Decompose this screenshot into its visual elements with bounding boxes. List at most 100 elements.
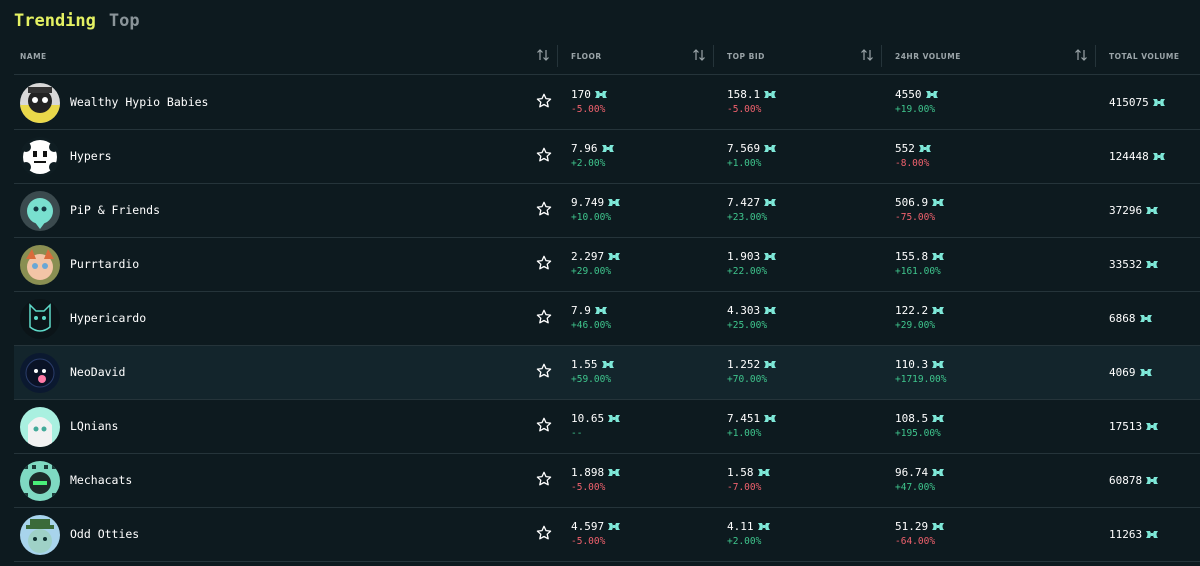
- top-bid-change: +1.00%: [727, 428, 762, 439]
- total-volume-cell: 17513: [1109, 420, 1159, 433]
- floor-cell: 10.65 --: [571, 412, 621, 439]
- floor-change: +46.00%: [571, 320, 612, 331]
- table-header: NAME FLOOR TOP BID 24HR VOLUME TOTAL VOL…: [14, 37, 1200, 75]
- table-row[interactable]: Odd Otties 4.597 -5.00% 4.11 +2.00% 51.29 -64.…: [14, 508, 1200, 562]
- column-header-floor[interactable]: FLOOR: [571, 51, 602, 61]
- sort-arrows-icon[interactable]: [692, 48, 706, 62]
- table-row[interactable]: Hypericardo 7.9 +46.00% 4.303 +25.00% 122.2 +2…: [14, 292, 1200, 346]
- star-outline-icon[interactable]: [536, 147, 552, 163]
- column-divider: [713, 45, 714, 67]
- token-icon: [608, 199, 621, 206]
- collection-name[interactable]: Odd Otties: [70, 527, 140, 541]
- collection-name[interactable]: Hypers: [70, 149, 112, 163]
- 24hr-volume-cell: 51.29 -64.00%: [895, 520, 945, 547]
- table-row[interactable]: Wealthy Hypio Babies 170 -5.00% 158.1 -5.00%…: [14, 76, 1200, 130]
- collection-name[interactable]: NeoDavid: [70, 365, 126, 379]
- token-icon: [932, 307, 945, 314]
- collection-name[interactable]: PiP & Friends: [70, 203, 161, 217]
- top-bid-change: -7.00%: [727, 482, 762, 493]
- total-volume-value: 11263: [1109, 528, 1143, 541]
- 24hr-volume-change: +47.00%: [895, 482, 936, 493]
- top-bid-value: 7.451: [727, 412, 761, 425]
- column-header-name[interactable]: NAME: [20, 51, 47, 61]
- tab-trending[interactable]: Trending: [14, 11, 96, 31]
- top-bid-value: 4.303: [727, 304, 761, 317]
- token-icon: [1146, 261, 1159, 268]
- top-bid-cell: 7.427 +23.00%: [727, 196, 777, 223]
- total-volume-value: 60878: [1109, 474, 1143, 487]
- floor-change: +59.00%: [571, 374, 612, 385]
- token-icon: [1152, 99, 1165, 106]
- top-bid-value: 7.569: [727, 142, 761, 155]
- token-icon: [1152, 153, 1165, 160]
- table-row[interactable]: PiP & Friends 9.749 +10.00% 7.427 +23.00% 506…: [14, 184, 1200, 238]
- 24hr-volume-cell: 122.2 +29.00%: [895, 304, 945, 331]
- floor-value: 2.297: [571, 250, 605, 263]
- token-icon: [608, 469, 621, 476]
- column-header-total-volume[interactable]: TOTAL VOLUME: [1109, 51, 1180, 61]
- token-icon: [932, 523, 945, 530]
- collection-avatar: [20, 245, 60, 285]
- token-icon: [925, 91, 938, 98]
- top-bid-value: 158.1: [727, 88, 761, 101]
- 24hr-volume-value: 122.2: [895, 304, 929, 317]
- table-row[interactable]: LQnians 10.65 -- 7.451 +1.00% 108.5 +195.00% 17…: [14, 400, 1200, 454]
- collection-name[interactable]: Hypericardo: [70, 311, 147, 325]
- token-icon: [764, 91, 777, 98]
- star-outline-icon[interactable]: [536, 309, 552, 325]
- top-bid-change: +22.00%: [727, 266, 768, 277]
- column-divider: [557, 45, 558, 67]
- token-icon: [757, 469, 770, 476]
- collection-name[interactable]: LQnians: [70, 419, 119, 433]
- star-outline-icon[interactable]: [536, 93, 552, 109]
- sort-arrows-icon[interactable]: [1074, 48, 1088, 62]
- floor-value: 170: [571, 88, 591, 101]
- star-outline-icon[interactable]: [536, 363, 552, 379]
- 24hr-volume-value: 552: [895, 142, 915, 155]
- 24hr-volume-value: 110.3: [895, 358, 929, 371]
- floor-change: -5.00%: [571, 482, 606, 493]
- column-divider: [881, 45, 882, 67]
- column-header-top-bid[interactable]: TOP BID: [727, 51, 765, 61]
- star-outline-icon[interactable]: [536, 255, 552, 271]
- token-icon: [1146, 423, 1159, 430]
- star-outline-icon[interactable]: [536, 417, 552, 433]
- table-row[interactable]: Hypers 7.96 +2.00% 7.569 +1.00% 552 -8.00% 1244…: [14, 130, 1200, 184]
- sort-arrows-icon[interactable]: [536, 48, 550, 62]
- 24hr-volume-change: -75.00%: [895, 212, 936, 223]
- collection-name[interactable]: Purrtardio: [70, 257, 140, 271]
- sort-arrows-icon[interactable]: [860, 48, 874, 62]
- total-volume-cell: 37296: [1109, 204, 1159, 217]
- token-icon: [764, 199, 777, 206]
- table-row[interactable]: NeoDavid 1.55 +59.00% 1.252 +70.00% 110.3 +171…: [14, 346, 1200, 400]
- table-row[interactable]: Purrtardio 2.297 +29.00% 1.903 +22.00% 155.8 +…: [14, 238, 1200, 292]
- table-row[interactable]: Mechacats 1.898 -5.00% 1.58 -7.00% 96.74 +47.0…: [14, 454, 1200, 508]
- total-volume-value: 124448: [1109, 150, 1149, 163]
- tab-top[interactable]: Top: [108, 11, 140, 31]
- star-outline-icon[interactable]: [536, 201, 552, 217]
- total-volume-value: 33532: [1109, 258, 1143, 271]
- floor-value: 7.96: [571, 142, 598, 155]
- token-icon: [932, 361, 945, 368]
- top-bid-cell: 1.252 +70.00%: [727, 358, 777, 385]
- floor-change: -5.00%: [571, 104, 606, 115]
- 24hr-volume-change: -8.00%: [895, 158, 930, 169]
- collection-name[interactable]: Wealthy Hypio Babies: [70, 95, 209, 109]
- token-icon: [594, 307, 607, 314]
- 24hr-volume-change: +195.00%: [895, 428, 941, 439]
- total-volume-cell: 6868: [1109, 312, 1153, 325]
- collection-avatar: [20, 299, 60, 339]
- star-outline-icon[interactable]: [536, 525, 552, 541]
- token-icon: [594, 91, 607, 98]
- column-header-24hr-volume[interactable]: 24HR VOLUME: [895, 51, 961, 61]
- total-volume-value: 4069: [1109, 366, 1136, 379]
- collection-name[interactable]: Mechacats: [70, 473, 133, 487]
- token-icon: [1146, 531, 1159, 538]
- column-divider: [1095, 45, 1096, 67]
- total-volume-cell: 4069: [1109, 366, 1153, 379]
- floor-cell: 4.597 -5.00%: [571, 520, 621, 547]
- star-outline-icon[interactable]: [536, 471, 552, 487]
- 24hr-volume-value: 155.8: [895, 250, 929, 263]
- collection-avatar: [20, 191, 60, 231]
- total-volume-cell: 415075: [1109, 96, 1166, 109]
